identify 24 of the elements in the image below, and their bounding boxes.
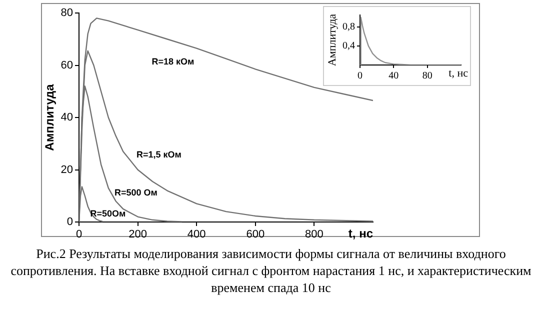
x-tick-label: 800 — [305, 228, 324, 241]
series-label: R=1,5 кОм — [136, 149, 182, 160]
y-tick-label: 80 — [60, 7, 73, 20]
x-tick-label: 200 — [128, 228, 147, 241]
y-tick-label: 20 — [60, 164, 73, 176]
y-axis-title: Амплитуда — [326, 14, 338, 66]
x-axis-title: t, нс — [348, 226, 374, 240]
y-tick-label: 0 — [66, 216, 73, 228]
series-label: R=50Ом — [90, 208, 126, 218]
y-tick-label: 60 — [60, 59, 73, 72]
text: Рис.2 Результаты моделирования зависимости формы сигнала от величины входного сопротивления. На вставке входной сигнал с фронтом нарастания 1 нс, и характеристическим временем спада 10 нс — [10, 245, 532, 296]
y-tick-label: 40 — [60, 112, 73, 124]
series-label: R=500 Ом — [114, 187, 158, 198]
y-axis-title: Амплитуда — [42, 84, 57, 151]
y-tick-label: 0,4 — [342, 40, 355, 52]
x-tick-label: 80 — [422, 70, 432, 82]
x-tick-label: 0 — [76, 228, 82, 241]
x-tick-label: 400 — [187, 228, 206, 241]
y-tick-label: 0,8 — [342, 22, 355, 33]
x-tick-label: 40 — [388, 70, 399, 82]
series-label: R=18 кОм — [152, 56, 195, 66]
x-tick-label: 0 — [358, 70, 362, 82]
x-tick-label: 600 — [246, 228, 265, 241]
x-axis-title: t, нс — [448, 67, 468, 80]
